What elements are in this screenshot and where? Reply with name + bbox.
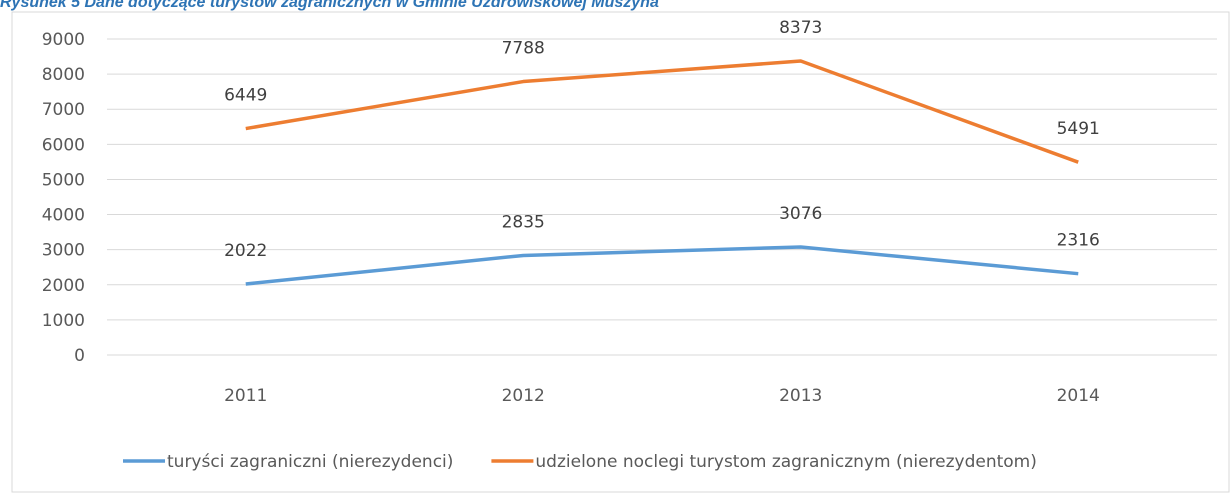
y-tick-label: 0 [74, 346, 85, 366]
legend-label: turyści zagraniczni (nierezydenci) [167, 452, 453, 472]
data-label: 2316 [1057, 231, 1100, 251]
series-line [245, 59, 1079, 164]
data-label: 3076 [779, 204, 822, 224]
legend-label: udzielone noclegi turystom zagranicznym … [535, 452, 1036, 472]
data-label: 2022 [224, 241, 267, 261]
y-tick-label: 5000 [42, 170, 85, 190]
data-label: 8373 [779, 18, 822, 38]
x-tick-label: 2014 [1057, 386, 1100, 406]
y-tick-label: 9000 [42, 30, 85, 50]
y-tick-label: 2000 [42, 276, 85, 296]
series-line [245, 245, 1079, 286]
y-tick-label: 7000 [42, 100, 85, 120]
data-label: 6449 [224, 86, 267, 106]
data-label: 2835 [502, 212, 545, 232]
data-label: 5491 [1057, 119, 1100, 139]
y-tick-label: 4000 [42, 206, 85, 226]
y-tick-label: 1000 [42, 311, 85, 331]
data-label: 7788 [502, 39, 545, 59]
x-tick-label: 2012 [502, 386, 545, 406]
y-tick-label: 3000 [42, 241, 85, 261]
x-tick-label: 2011 [224, 386, 267, 406]
y-tick-label: 8000 [42, 65, 85, 85]
x-tick-label: 2013 [779, 386, 822, 406]
chart-title: Rysunek 5 Dane dotyczące turystów zagran… [0, 0, 659, 11]
y-tick-label: 6000 [42, 135, 85, 155]
